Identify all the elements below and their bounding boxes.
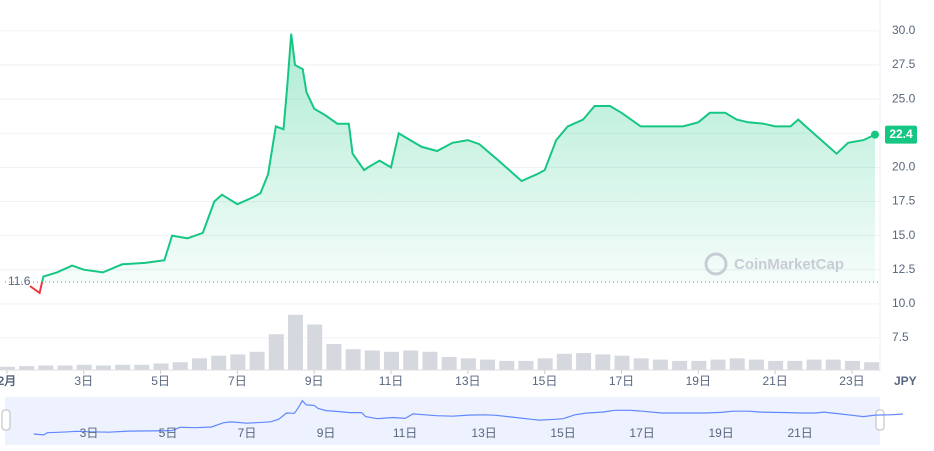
navigator-tick-label: 13日 [471,426,496,440]
volume-bar [825,359,841,370]
volume-bar [38,365,54,370]
x-tick-label: 23日 [839,374,864,388]
volume-bar [326,344,342,370]
volume-bar [57,365,73,370]
volume-bar [556,353,572,370]
volume-bar [364,350,380,370]
volume-bar [729,358,745,370]
x-tick-label: 3日 [74,374,93,388]
y-tick-label: 20.0 [892,160,916,174]
volume-bar [153,363,169,370]
navigator-tick-label: 7日 [238,426,257,440]
volume-bar [76,364,92,370]
volume-bar [633,358,649,370]
price-line [41,33,876,282]
navigator-tick-label: 21日 [787,426,812,440]
last-badge [885,125,917,144]
reference-label: 11.6 [8,274,31,288]
navigator-tick-label: 17日 [629,426,654,440]
volume-bar [19,366,35,370]
x-tick-label: 9日 [305,374,324,388]
navigator-tick-label: 11日 [393,426,417,440]
y-tick-label: 10.0 [892,296,916,310]
y-tick-label: 27.5 [892,57,916,71]
navigator-tick-label: 15日 [550,426,575,440]
volume-bar [249,351,265,370]
volume-bar [403,350,419,370]
navigator-handle[interactable] [1,409,11,431]
navigator-tick-label: 3日 [80,426,99,440]
x-tick-label: 15日 [532,374,557,388]
volume-bar [614,355,630,370]
x-tick-label: 5日 [151,374,170,388]
volume-bar [460,358,476,370]
volume-bar [441,357,457,370]
volume-bar [268,334,284,370]
volume-bar [806,359,822,370]
y-tick-label: 30.0 [892,23,916,37]
navigator-tick-label: 9日 [317,426,336,440]
volume-bar [499,360,515,370]
y-tick-label: 7.5 [892,330,909,344]
volume-bar [191,358,207,370]
x-tick-label: 19日 [686,374,711,388]
volume-bar [288,314,304,370]
y-tick-label: 12.5 [892,262,916,276]
volume-bar [422,351,438,370]
last-point [871,130,880,139]
volume-bar [172,362,188,370]
volume-bar [307,324,323,370]
volume-bar [672,360,688,370]
volume-bar [345,349,361,370]
volume-bar [748,359,764,370]
volume-bar [537,358,553,370]
volume-bar [518,360,534,370]
volume-bar [787,360,803,370]
navigator-tick-label: 5日 [159,426,178,440]
volume-bar [576,353,592,370]
volume-bar [864,362,880,370]
x-tick-label: 11日 [379,374,403,388]
x-tick-label: 17日 [609,374,634,388]
price-area [42,33,876,282]
y-tick-label: 15.0 [892,228,916,242]
watermark: CoinMarketCap [704,252,844,276]
volume-bar [95,365,111,370]
x-tick-label: 2月 [0,374,16,388]
volume-bar [595,354,611,370]
navigator-line [33,399,903,436]
volume-bar [0,366,15,370]
x-tick-label: 21日 [762,374,787,388]
navigator-handle[interactable] [875,409,885,431]
volume-bar [230,354,246,370]
x-tick-label: 7日 [228,374,247,388]
last-label: 22.4 [889,127,913,141]
currency-label: JPY [894,374,917,388]
volume-bar [480,359,496,370]
volume-bar [652,359,668,370]
volume-bar [211,355,227,370]
y-tick-label: 25.0 [892,91,916,105]
watermark-text: CoinMarketCap [734,256,844,273]
volume-bar [384,351,400,370]
navigator-tick-label: 19日 [708,426,733,440]
volume-bar [134,364,150,370]
volume-bar [844,360,860,370]
volume-bar [691,360,707,370]
volume-bar [115,364,131,370]
x-tick-label: 13日 [455,374,480,388]
volume-bar [768,360,784,370]
y-tick-label: 17.5 [892,194,916,208]
volume-bar [710,359,726,370]
navigator[interactable] [5,397,880,445]
